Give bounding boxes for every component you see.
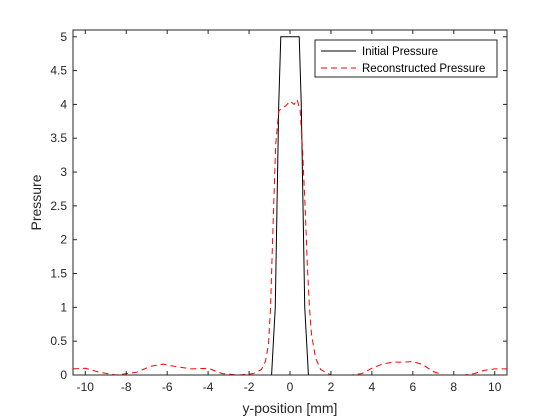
legend-box [314, 39, 498, 78]
x-tick-label: -6 [162, 380, 173, 394]
y-tick-label: 0.5 [50, 334, 67, 348]
legend: Initial Pressure Reconstructed Pressure [314, 39, 498, 78]
y-tick-label: 3 [60, 165, 67, 179]
series-line-1 [73, 36, 507, 375]
x-tick-label: 6 [409, 380, 416, 394]
series-layer [73, 36, 507, 375]
series-line-2 [73, 98, 507, 375]
y-tick-label: 1 [60, 300, 67, 314]
x-tick-label: 4 [369, 380, 376, 394]
y-tick-label: 2 [60, 233, 67, 247]
x-tick-label: -10 [77, 380, 95, 394]
axes-background [73, 30, 507, 375]
x-tick-label: 0 [287, 380, 294, 394]
ticks-layer: -10 -8 -6 -4 -2 0 2 4 6 8 10 0 0.5 1 1.5 2 2.5 3 3.5 4 4.5 5 [50, 30, 507, 394]
x-axis-label: y-position [mm] [243, 400, 338, 416]
x-tick-label: 8 [450, 380, 457, 394]
y-tick-label: 2.5 [50, 199, 67, 213]
y-axis-label: Pressure [28, 174, 44, 230]
y-tick-label: 4 [60, 97, 67, 111]
y-tick-label: 4.5 [50, 64, 67, 78]
x-tick-label: 2 [328, 380, 335, 394]
legend-label-1: Initial Pressure [362, 46, 438, 58]
y-tick-label: 5 [60, 30, 67, 44]
x-tick-label: -4 [203, 380, 214, 394]
y-tick-label: 0 [60, 368, 67, 382]
x-tick-label: -8 [121, 380, 132, 394]
x-tick-label: -2 [244, 380, 255, 394]
y-tick-label: 3.5 [50, 131, 67, 145]
y-tick-label: 1.5 [50, 267, 67, 281]
legend-label-2: Reconstructed Pressure [362, 63, 485, 75]
x-tick-label: 10 [488, 380, 502, 394]
